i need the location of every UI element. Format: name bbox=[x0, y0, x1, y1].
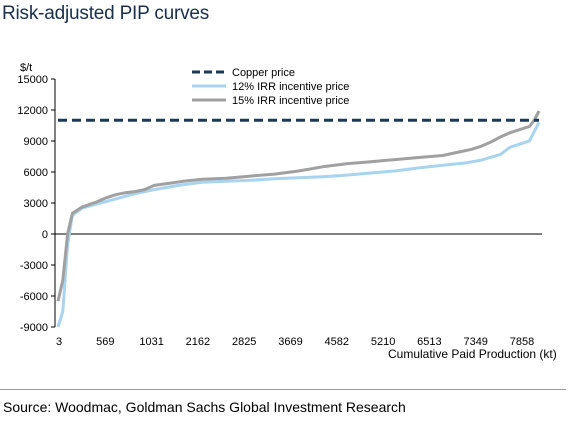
y-tick-label: 6000 bbox=[24, 167, 48, 179]
source-note: Source: Woodmac, Goldman Sachs Global In… bbox=[3, 399, 406, 415]
series-line-1 bbox=[56, 121, 541, 328]
y-tick-label: 15000 bbox=[17, 74, 48, 86]
y-axis-ticks: -9000 -6000 -3000 0 3000 6000 9000 12000 15000 bbox=[17, 74, 55, 334]
x-tick-label: 2162 bbox=[186, 336, 210, 348]
x-tick-label: 4582 bbox=[325, 336, 349, 348]
x-tick-label: 7349 bbox=[463, 336, 487, 348]
divider-line bbox=[0, 389, 566, 390]
chart-legend: Copper price 12% IRR incentive price 15% I… bbox=[192, 67, 349, 107]
x-tick-label: 3669 bbox=[278, 336, 302, 348]
x-axis-label: Cumulative Paid Production (kt) bbox=[388, 347, 557, 361]
legend-label: 15% IRR incentive price bbox=[232, 95, 349, 107]
y-tick-label: 9000 bbox=[24, 136, 48, 148]
series-line-2 bbox=[56, 110, 541, 302]
y-unit-label: $/t bbox=[20, 62, 33, 74]
x-axis-ticks: 3 569 1031 2162 2825 3669 4582 5210 6513 7349 7858 bbox=[56, 336, 534, 348]
x-tick-label: 3 bbox=[56, 336, 62, 348]
chart-axes bbox=[54, 79, 542, 327]
y-tick-label: -3000 bbox=[20, 260, 48, 272]
legend-label: 12% IRR incentive price bbox=[232, 81, 349, 93]
x-tick-label: 7858 bbox=[510, 336, 534, 348]
x-tick-label: 1031 bbox=[139, 336, 163, 348]
x-tick-label: 2825 bbox=[232, 336, 256, 348]
y-tick-label: 12000 bbox=[17, 105, 48, 117]
x-tick-label: 569 bbox=[96, 336, 114, 348]
y-tick-label: -9000 bbox=[20, 322, 48, 334]
y-tick-label: 3000 bbox=[24, 198, 48, 210]
y-tick-label: -6000 bbox=[20, 291, 48, 303]
chart-title: Risk-adjusted PIP curves bbox=[2, 3, 210, 24]
series-lines bbox=[56, 110, 541, 328]
x-tick-label: 5210 bbox=[371, 336, 395, 348]
legend-label: Copper price bbox=[232, 67, 295, 79]
y-tick-label: 0 bbox=[42, 229, 48, 241]
x-tick-label: 6513 bbox=[417, 336, 441, 348]
